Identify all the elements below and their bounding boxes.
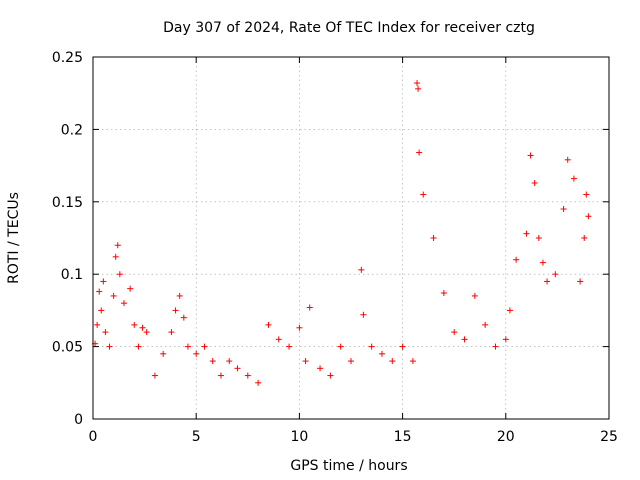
- grid: [93, 57, 609, 419]
- data-points: [92, 80, 592, 386]
- data-point: [306, 304, 313, 311]
- axis-ticks: 0 5 10 15 20 25 0 0.05 0.1 0.15 0.2 0.25: [52, 50, 618, 445]
- data-point: [337, 343, 344, 350]
- data-point: [296, 324, 303, 331]
- y-tick-label: 0.15: [52, 195, 83, 211]
- data-point: [275, 336, 282, 343]
- data-point: [523, 230, 530, 237]
- data-point: [527, 152, 534, 159]
- y-tick-label: 0: [74, 412, 83, 428]
- data-point: [143, 329, 150, 336]
- data-point: [544, 278, 551, 285]
- data-point: [106, 343, 113, 350]
- data-point: [430, 235, 437, 241]
- data-point: [577, 278, 584, 285]
- data-point: [482, 321, 489, 328]
- data-point: [409, 358, 416, 365]
- data-point: [539, 259, 546, 266]
- y-axis-label: ROTI / TECUs: [6, 192, 22, 284]
- y-tick-label: 0.2: [61, 122, 83, 138]
- x-tick-label: 15: [394, 429, 412, 445]
- data-point: [389, 358, 396, 365]
- data-point: [131, 321, 138, 328]
- data-point: [176, 292, 183, 299]
- data-point: [160, 350, 167, 357]
- data-point: [302, 358, 309, 365]
- data-point: [492, 343, 499, 350]
- data-point: [255, 379, 262, 386]
- data-point: [416, 149, 423, 156]
- data-point: [110, 292, 117, 299]
- x-tick-label: 5: [192, 429, 201, 445]
- data-point: [451, 329, 458, 336]
- data-point: [581, 235, 588, 241]
- data-point: [139, 324, 146, 331]
- data-point: [414, 80, 421, 87]
- data-point: [265, 321, 272, 328]
- data-point: [461, 336, 468, 343]
- y-tick-label: 0.25: [52, 50, 83, 66]
- data-point: [360, 311, 367, 318]
- data-point: [570, 175, 577, 182]
- data-point: [552, 271, 559, 278]
- y-tick-label: 0.05: [52, 340, 83, 356]
- data-point: [368, 343, 375, 350]
- plot-frame: [92, 56, 610, 420]
- data-point: [440, 290, 447, 297]
- data-point: [98, 307, 105, 314]
- data-point: [96, 288, 103, 295]
- data-point: [513, 256, 520, 263]
- data-point: [564, 156, 571, 163]
- data-point: [506, 307, 513, 314]
- data-point: [415, 85, 422, 92]
- data-point: [234, 365, 241, 372]
- data-point: [112, 253, 119, 260]
- data-point: [180, 314, 187, 321]
- x-tick-label: 10: [290, 429, 308, 445]
- data-point: [535, 235, 542, 241]
- data-point: [151, 372, 158, 379]
- data-point: [94, 321, 101, 328]
- data-point: [172, 307, 179, 314]
- data-point: [201, 343, 208, 350]
- data-point: [120, 300, 127, 307]
- data-point: [217, 372, 224, 379]
- x-tick-label: 25: [600, 429, 618, 445]
- data-point: [317, 365, 324, 372]
- data-point: [116, 271, 123, 278]
- data-point: [358, 266, 365, 273]
- data-point: [209, 358, 216, 365]
- data-point: [585, 213, 592, 220]
- data-point: [471, 292, 478, 299]
- data-point: [102, 329, 109, 336]
- data-point: [244, 372, 251, 379]
- data-point: [531, 179, 538, 186]
- data-point: [583, 191, 590, 198]
- y-tick-label: 0.1: [61, 267, 83, 283]
- data-point: [502, 336, 509, 343]
- x-tick-label: 20: [497, 429, 515, 445]
- data-point: [399, 343, 406, 350]
- data-point: [168, 329, 175, 336]
- data-point: [348, 358, 354, 365]
- data-point: [286, 343, 293, 350]
- data-point: [100, 278, 107, 285]
- data-point: [135, 343, 142, 350]
- x-tick-label: 0: [89, 429, 98, 445]
- data-point: [327, 372, 334, 379]
- data-point: [226, 358, 233, 365]
- x-axis-label: GPS time / hours: [290, 458, 407, 474]
- data-point: [114, 242, 121, 249]
- data-point: [560, 206, 567, 213]
- data-point: [127, 285, 134, 292]
- chart-title: Day 307 of 2024, Rate Of TEC Index for r…: [163, 20, 535, 36]
- data-point: [378, 350, 385, 357]
- data-point: [193, 350, 200, 357]
- data-point: [420, 191, 427, 198]
- data-point: [184, 343, 191, 350]
